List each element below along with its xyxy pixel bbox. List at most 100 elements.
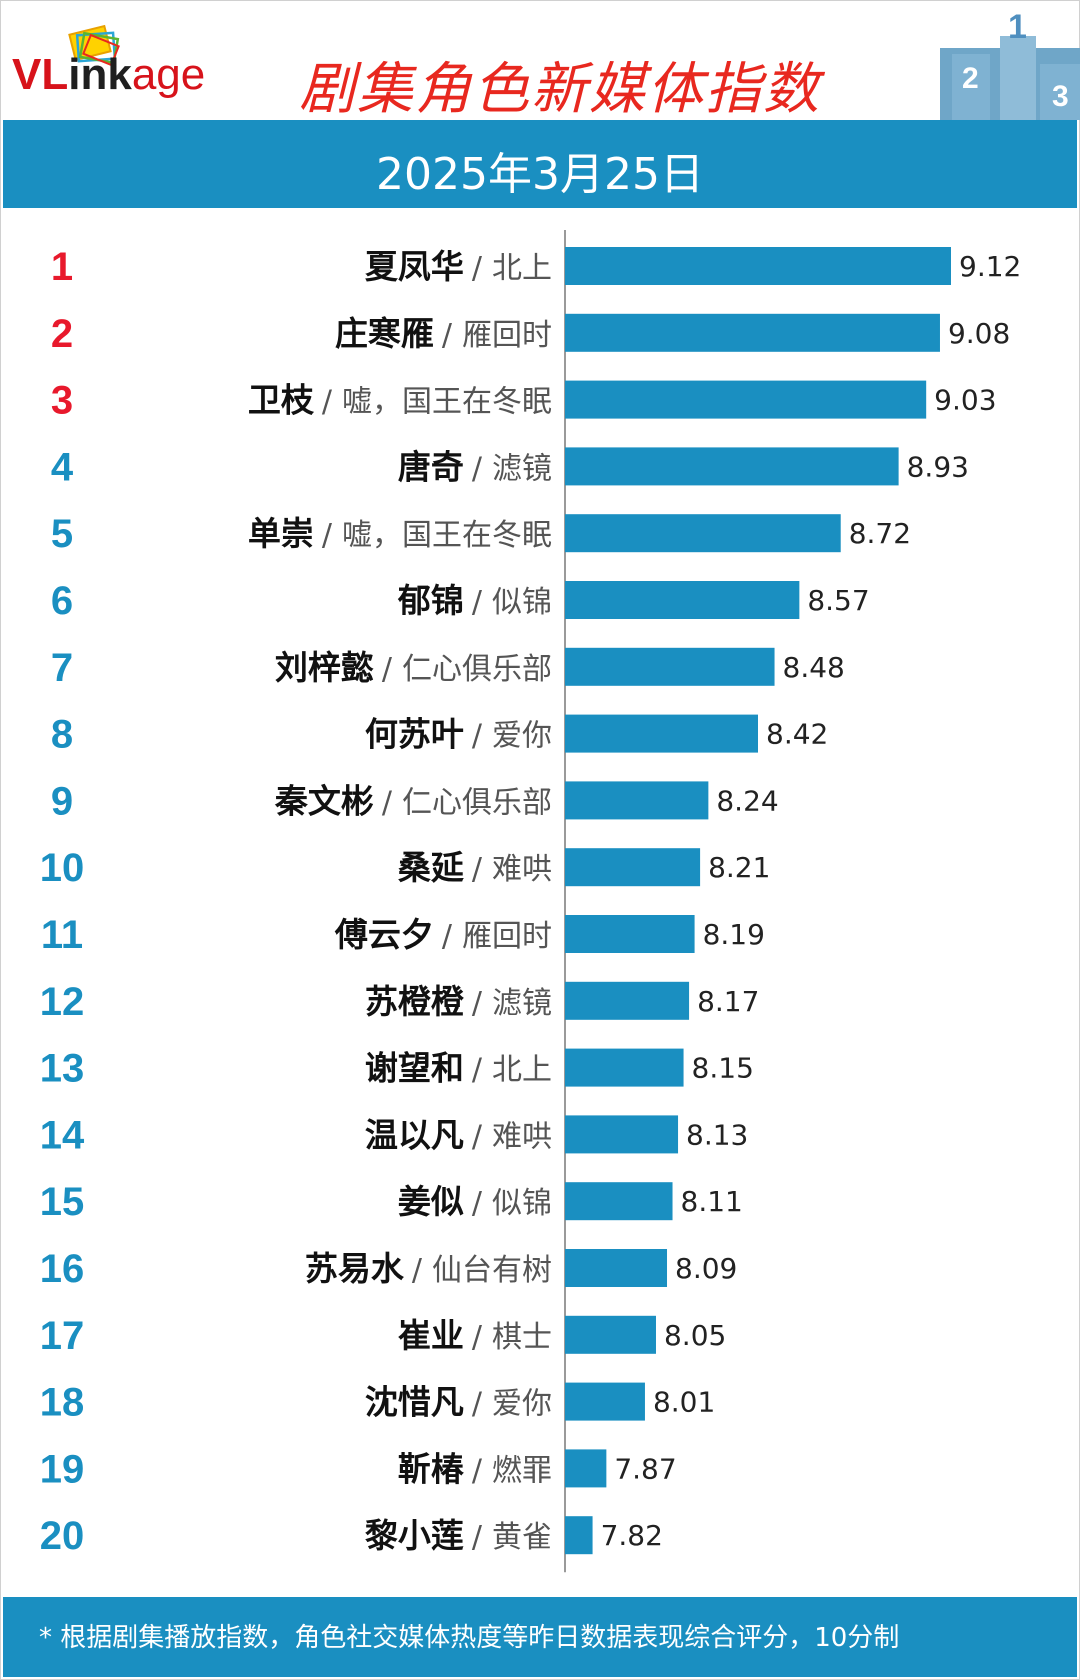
category-label: 唐奇 / 滤镜 — [398, 447, 552, 486]
score-bar — [565, 714, 758, 753]
rank-number: 10 — [40, 846, 85, 890]
footnote: * 根据剧集播放指数，角色社交媒体热度等昨日数据表现综合评分，10分制 — [39, 1623, 900, 1653]
rank-number: 6 — [51, 579, 73, 623]
logo-part-vl: VL — [12, 50, 69, 99]
character-name: 郁锦 — [397, 581, 464, 620]
character-name: 傅云夕 — [334, 915, 434, 954]
value-label: 9.03 — [934, 384, 996, 417]
category-label: 谢望和 / 北上 — [365, 1049, 552, 1088]
score-bar — [565, 915, 695, 953]
label-separator: / — [472, 1186, 483, 1221]
drama-title: 雁回时 — [462, 318, 552, 353]
rank-number: 17 — [40, 1314, 85, 1358]
drama-title: 仁心俱乐部 — [402, 652, 552, 687]
value-label: 9.08 — [948, 317, 1010, 350]
value-label: 8.17 — [697, 985, 759, 1018]
category-label: 庄寒雁 / 雁回时 — [335, 314, 552, 353]
drama-title: 爱你 — [492, 1387, 552, 1422]
value-label: 8.05 — [664, 1319, 726, 1352]
character-name: 谢望和 — [365, 1049, 464, 1088]
drama-title: 棋士 — [492, 1320, 552, 1355]
rank-number: 20 — [40, 1514, 85, 1558]
character-name: 温以凡 — [365, 1115, 464, 1154]
category-label: 姜似 / 似锦 — [398, 1182, 552, 1221]
rank-number: 18 — [40, 1381, 85, 1425]
drama-title: 仙台有树 — [432, 1253, 552, 1288]
character-name: 崔业 — [398, 1316, 464, 1355]
score-bar — [565, 781, 709, 820]
value-label: 8.57 — [807, 584, 869, 617]
drama-title: 燃罪 — [492, 1453, 552, 1488]
score-bar — [565, 1249, 668, 1287]
drama-title: 雁回时 — [462, 919, 552, 954]
character-name: 沈惜凡 — [365, 1383, 464, 1422]
footer-band: * 根据剧集播放指数，角色社交媒体热度等昨日数据表现综合评分，10分制 — [3, 1597, 1077, 1677]
value-label: 8.11 — [681, 1185, 743, 1218]
date-band: 2025年3月25日 — [3, 120, 1077, 208]
score-bar — [565, 581, 800, 619]
drama-title: 似锦 — [492, 1186, 552, 1221]
value-label: 7.82 — [601, 1519, 663, 1552]
label-separator: / — [322, 518, 333, 553]
rank-number: 13 — [40, 1047, 85, 1091]
character-name: 姜似 — [398, 1182, 464, 1221]
rank-number: 14 — [40, 1113, 85, 1157]
value-label: 8.42 — [766, 718, 828, 751]
rank-number: 15 — [40, 1180, 85, 1224]
value-label: 8.15 — [692, 1052, 754, 1085]
value-label: 7.87 — [614, 1452, 676, 1485]
score-bar — [565, 1315, 656, 1354]
label-separator: / — [472, 1453, 483, 1488]
category-label: 何苏叶 / 爱你 — [365, 715, 552, 754]
value-label: 8.13 — [686, 1118, 748, 1151]
score-bar — [565, 1516, 593, 1555]
value-label: 8.72 — [849, 517, 911, 550]
score-bar — [565, 647, 775, 686]
character-name: 靳椿 — [398, 1449, 465, 1488]
category-label: 单崇 / 嘘，国王在冬眠 — [248, 514, 552, 553]
drama-title: 滤镜 — [492, 986, 552, 1021]
label-separator: / — [322, 385, 333, 420]
rank-number: 5 — [51, 512, 73, 556]
value-label: 8.48 — [783, 651, 845, 684]
label-separator: / — [382, 785, 393, 820]
podium-digit-2: 2 — [962, 62, 979, 95]
character-name: 何苏叶 — [365, 715, 464, 754]
category-label: 苏易水 / 仙台有树 — [305, 1249, 552, 1288]
value-label: 8.09 — [675, 1252, 737, 1285]
character-name: 刘梓懿 — [275, 648, 374, 687]
drama-title: 难哄 — [492, 852, 552, 887]
drama-title: 难哄 — [492, 1119, 552, 1154]
label-separator: / — [442, 919, 453, 954]
category-label: 夏凤华 / 北上 — [365, 247, 552, 286]
category-label: 卫枝 / 嘘，国王在冬眠 — [248, 381, 552, 420]
rank-number: 12 — [40, 980, 85, 1024]
rank-number: 19 — [40, 1447, 85, 1491]
drama-title: 爱你 — [492, 719, 552, 754]
character-name: 单崇 — [248, 514, 314, 553]
drama-title: 仁心俱乐部 — [402, 785, 552, 820]
score-bar — [565, 1048, 684, 1087]
score-bar — [565, 848, 701, 887]
podium-digit-3: 3 — [1052, 80, 1069, 113]
score-bar — [565, 1449, 607, 1488]
value-label: 8.21 — [708, 851, 770, 884]
category-label: 桑延 / 难哄 — [398, 848, 552, 887]
drama-title: 黄雀 — [492, 1520, 552, 1555]
label-separator: / — [472, 719, 483, 754]
score-bar — [565, 514, 841, 553]
character-name: 秦文彬 — [274, 781, 374, 820]
logo-part-ink: ink — [68, 50, 132, 99]
score-bar — [565, 380, 927, 419]
drama-title: 似锦 — [492, 585, 552, 620]
character-name: 苏橙橙 — [365, 982, 465, 1021]
rank-number: 9 — [51, 779, 73, 823]
label-separator: / — [472, 986, 483, 1021]
category-label: 秦文彬 / 仁心俱乐部 — [274, 781, 552, 820]
logo-cards-icon — [68, 24, 120, 67]
date-label: 2025年3月25日 — [376, 149, 704, 200]
character-name: 卫枝 — [248, 381, 315, 420]
category-label: 傅云夕 / 雁回时 — [334, 915, 552, 954]
rank-number: 8 — [51, 713, 73, 757]
category-label: 崔业 / 棋士 — [398, 1316, 552, 1355]
